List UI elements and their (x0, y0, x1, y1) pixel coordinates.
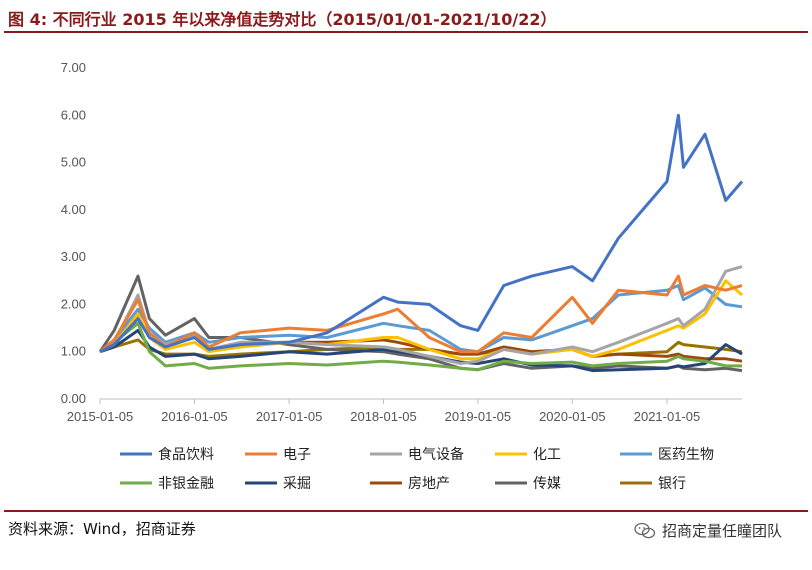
watermark-text: 招商定量任瞳团队 (661, 522, 782, 540)
watermark: 招商定量任瞳团队 (634, 520, 782, 541)
series-layer (98, 113, 744, 373)
legend-label: 银行 (658, 476, 686, 492)
series-line-6 (99, 321, 742, 372)
legend-label: 传媒 (533, 476, 561, 492)
x-tick-label: 2016-01-05 (161, 409, 228, 424)
x-tick-label: 2018-01-05 (350, 409, 417, 424)
footer-divider (4, 510, 808, 512)
y-tick-label: 4.00 (61, 202, 86, 217)
x-tick-label: 2015-01-05 (67, 409, 134, 424)
y-axis: 0.00 1.00 2.00 3.00 4.00 5.00 6.00 7.00 (61, 60, 86, 406)
x-tick-label: 2020-01-05 (539, 409, 606, 424)
series-line-4 (99, 279, 743, 361)
y-tick-label: 2.00 (61, 296, 86, 311)
legend-label: 房地产 (408, 476, 450, 492)
legend-label: 电气设备 (408, 446, 464, 463)
title-divider (4, 31, 808, 33)
y-tick-label: 7.00 (61, 60, 86, 75)
y-tick-label: 0.00 (61, 391, 86, 406)
legend-label: 采掘 (283, 476, 311, 492)
legend-label: 化工 (533, 447, 561, 463)
y-tick-label: 1.00 (61, 344, 86, 359)
legend-label: 非银金融 (158, 476, 214, 492)
x-tick-label: 2017-01-05 (256, 409, 323, 424)
x-axis: 2015-01-05 2016-01-05 2017-01-05 2018-01-05… (67, 398, 742, 424)
wechat-icon (634, 522, 656, 538)
series-line-1 (99, 113, 744, 354)
line-chart: 0.00 1.00 2.00 3.00 4.00 5.00 6.00 7.00 2015-01… (61, 60, 744, 492)
y-tick-label: 6.00 (61, 107, 86, 122)
source-note: 资料来源：Wind，招商证券 (8, 520, 196, 538)
y-tick-label: 5.00 (61, 155, 86, 170)
y-tick-label: 3.00 (61, 249, 86, 264)
series-line-5 (99, 284, 743, 354)
legend-label: 食品饮料 (158, 446, 214, 463)
chart-title: 图 4: 不同行业 2015 年以来净值走势对比（2015/01/01-2021… (8, 10, 557, 29)
legend-label: 医药生物 (658, 447, 714, 463)
legend-label: 电子 (283, 447, 311, 463)
x-tick-label: 2019-01-05 (445, 409, 512, 424)
x-tick-label: 2021-01-05 (634, 409, 701, 424)
